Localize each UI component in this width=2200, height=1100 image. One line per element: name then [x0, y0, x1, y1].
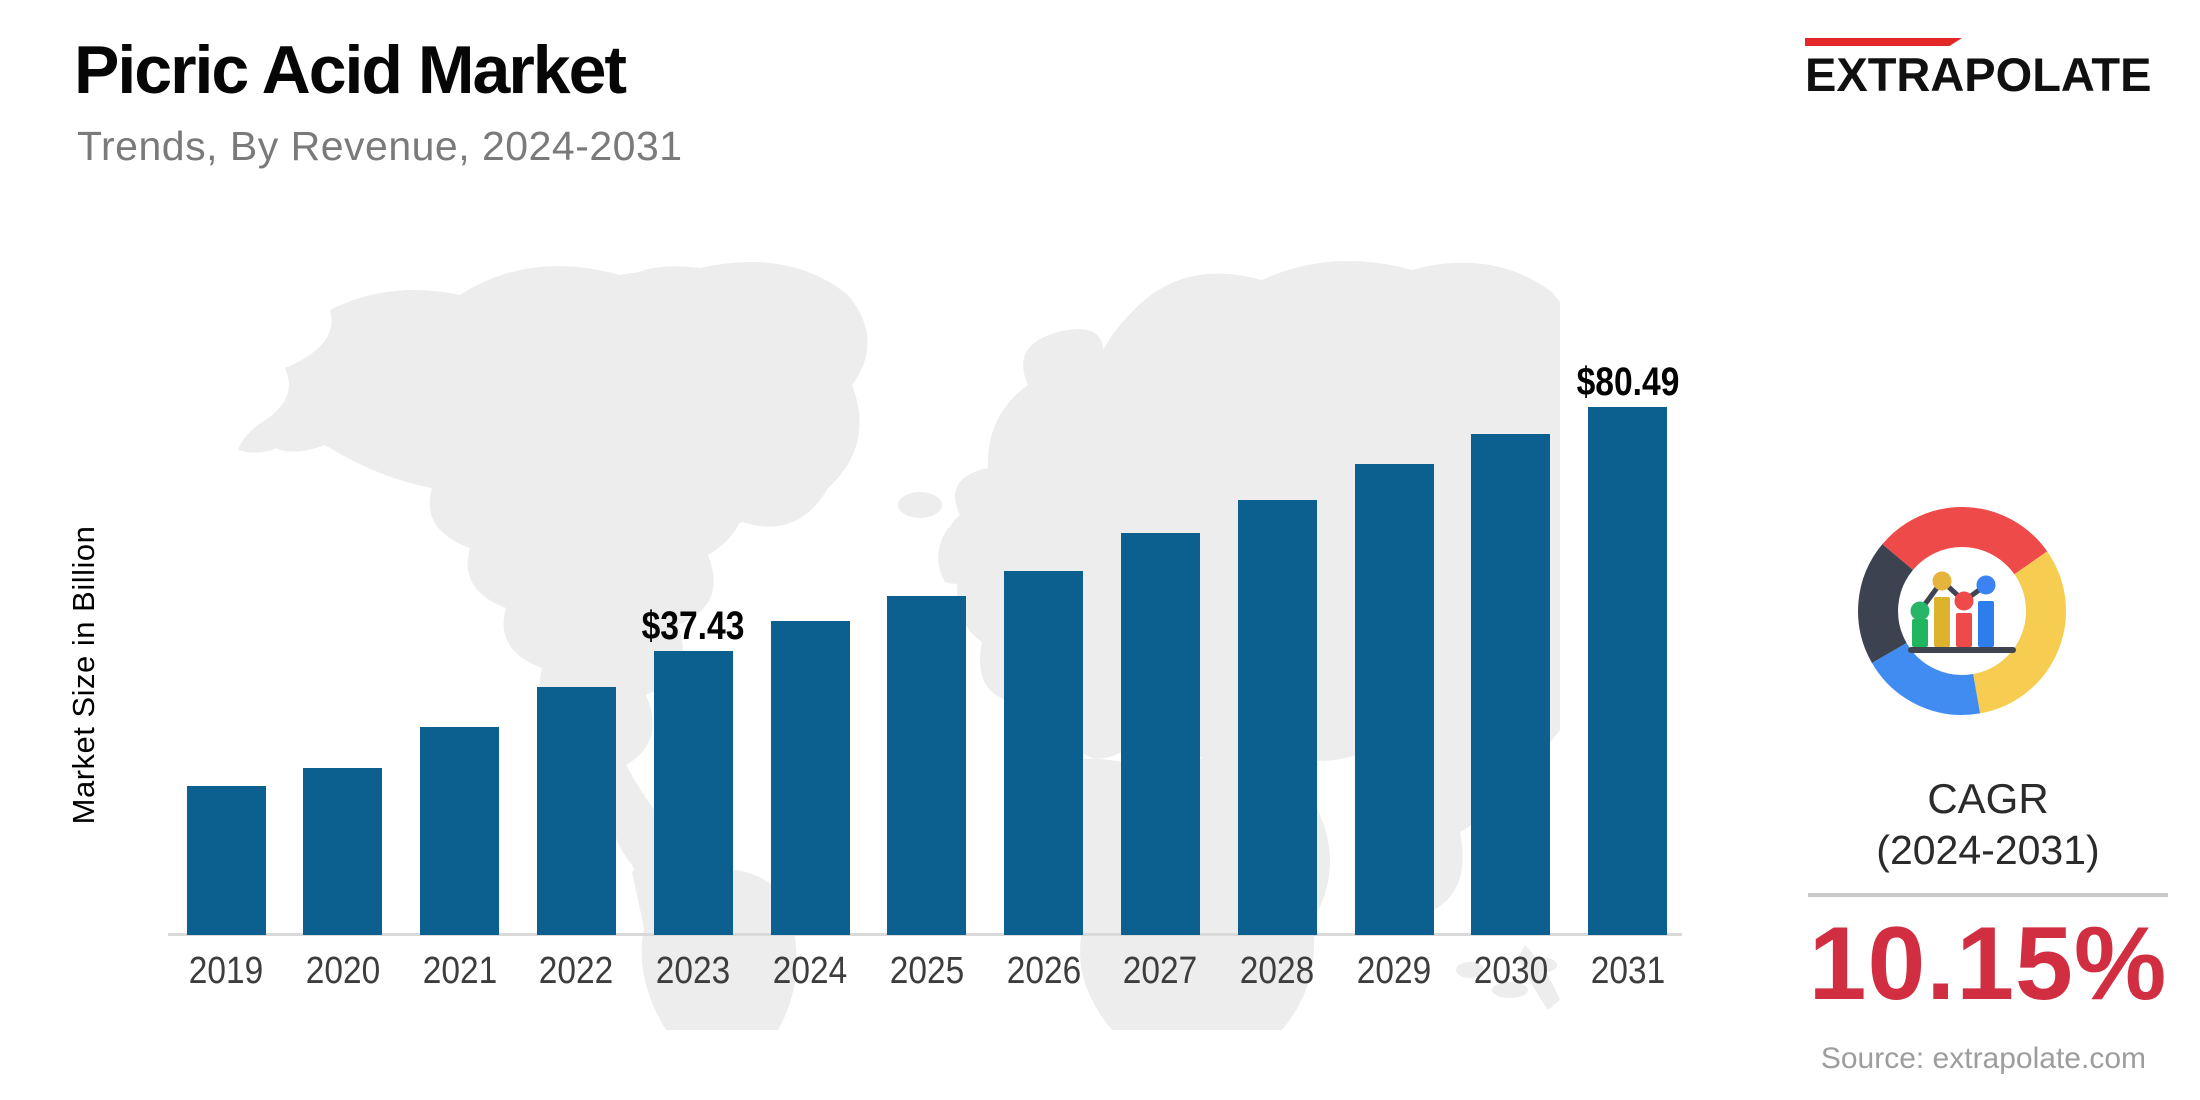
bar-2024: [770, 621, 850, 935]
x-tick-2027: 2027: [1123, 950, 1198, 992]
x-tick-2019: 2019: [188, 950, 264, 992]
bar-2027: [1120, 533, 1200, 935]
x-tick-2022: 2022: [539, 950, 614, 992]
cagr-value: 10.15%: [1808, 906, 2168, 1022]
page-subtitle: Trends, By Revenue, 2024-2031: [77, 123, 683, 169]
x-tick-2029: 2029: [1356, 950, 1432, 992]
x-tick-2025: 2025: [889, 950, 964, 992]
bar-2022: [536, 687, 616, 935]
bar-2020: [303, 768, 383, 935]
logo-accent-bar-icon: [1805, 38, 1962, 46]
bar-2025: [887, 596, 967, 935]
bar-2026: [1004, 571, 1084, 935]
mini-bar-chart-icon: [1908, 571, 2016, 653]
bar-2019: [186, 786, 266, 935]
bar-2023: [653, 651, 733, 935]
cagr-label: CAGR: [1927, 775, 2049, 822]
logo-wordmark: EXTRAPOLATE: [1805, 48, 2152, 101]
bar-2029: [1354, 464, 1434, 935]
x-tick-2021: 2021: [422, 950, 497, 992]
cagr-range: (2024-2031): [1876, 827, 2100, 873]
x-tick-2031: 2031: [1590, 950, 1665, 992]
value-label-2031: $80.49: [1576, 360, 1679, 404]
x-tick-2023: 2023: [655, 950, 731, 992]
bar-2031: [1588, 407, 1668, 935]
source-attribution: Source: extrapolate.com: [1820, 1042, 2146, 1075]
extrapolate-logo: EXTRAPOLATE: [1805, 38, 2165, 98]
y-axis-label: Market Size in Billion: [66, 525, 101, 825]
x-tick-2026: 2026: [1006, 950, 1081, 992]
cagr-divider: [1808, 893, 2168, 897]
x-tick-2028: 2028: [1239, 950, 1315, 992]
bar-2021: [420, 727, 500, 935]
x-tick-2020: 2020: [305, 950, 380, 992]
growth-chart-donut-icon: [1858, 507, 2066, 715]
bar-2030: [1471, 434, 1551, 935]
value-label-2023: $37.43: [641, 604, 745, 648]
page-title: Picric Acid Market: [74, 32, 627, 108]
x-tick-2024: 2024: [772, 950, 848, 992]
bar-2028: [1237, 500, 1317, 935]
x-tick-2030: 2030: [1473, 950, 1548, 992]
